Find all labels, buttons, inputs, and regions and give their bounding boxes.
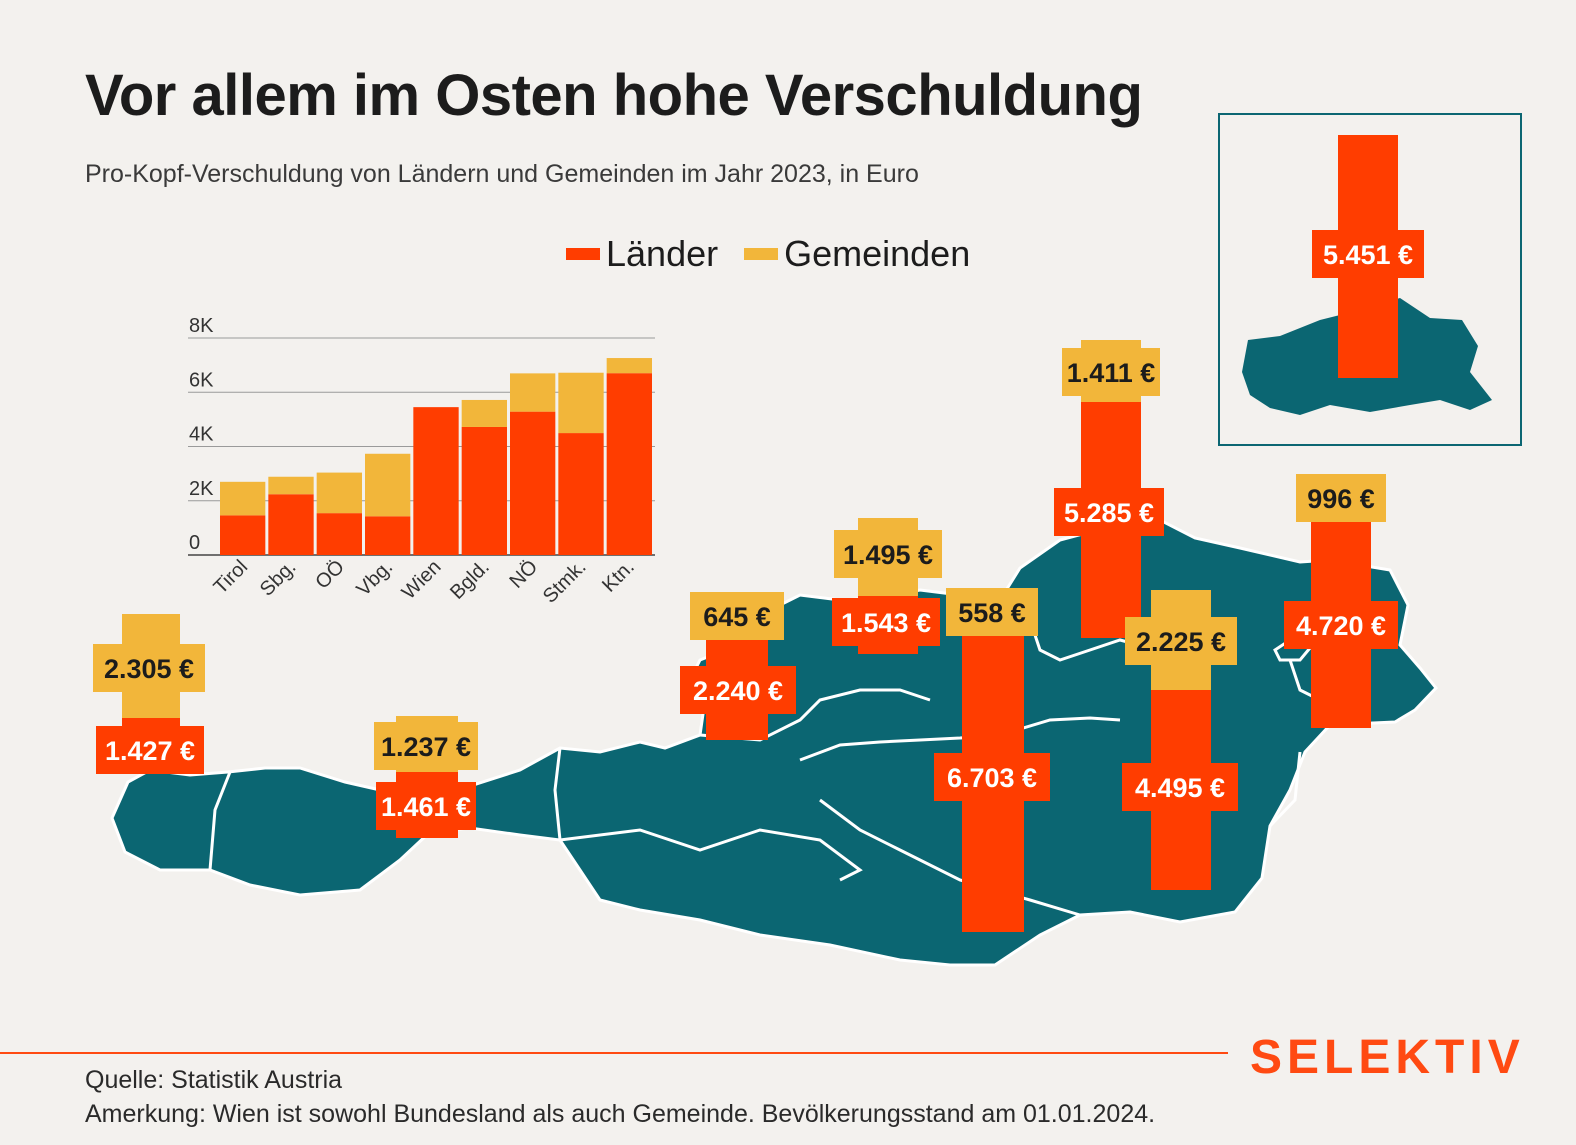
state-border-tirol-sbg [553, 747, 562, 841]
value-label-laender: 6.703 € [947, 763, 1037, 793]
value-box-gemeinden [374, 722, 478, 770]
value-label-laender: 1.427 € [105, 736, 195, 766]
value-label-laender: 1.461 € [381, 792, 471, 822]
x-tick-label: Bgld. [446, 556, 494, 604]
legend-label-laender: Länder [606, 233, 719, 274]
legend-label-gemeinden: Gemeinden [784, 233, 971, 274]
state-border-ooe-stmk [799, 716, 1121, 762]
bar-laender [268, 494, 314, 555]
value-label-gemeinden: 1.411 € [1067, 358, 1156, 388]
value-box-laender [832, 598, 940, 646]
y-tick-label: 4K [189, 424, 214, 446]
brand-logo: SELEKTIV [1250, 1031, 1525, 1084]
value-label-laender: 5.285 € [1064, 498, 1154, 528]
bar-gemeinden [316, 472, 362, 514]
bar-laender [365, 516, 411, 555]
bar-laender [220, 515, 266, 555]
bar-gemeinden [268, 476, 314, 495]
bar-laender [413, 407, 459, 555]
bar-laender [510, 411, 556, 555]
y-tick-label: 2K [189, 478, 214, 500]
x-tick-label: OÖ [311, 556, 349, 594]
y-tick-label: 8K [189, 315, 214, 337]
footer-divider [0, 1052, 1228, 1054]
value-box-gemeinden [1125, 617, 1237, 665]
legend-item-laender: Länder [566, 233, 718, 275]
value-box-laender [1312, 230, 1424, 278]
value-box-gemeinden [690, 592, 784, 640]
bar-gemeinden [606, 358, 652, 374]
bar-gemeinden [220, 481, 266, 516]
vienna-inset-frame [1218, 113, 1522, 446]
source-text: Quelle: Statistik Austria [85, 1066, 343, 1094]
bar-gemeinden [510, 373, 556, 412]
legend: Länder Gemeinden [566, 233, 996, 275]
value-box-laender [1284, 601, 1398, 649]
value-label-gemeinden: 2.305 € [104, 654, 194, 684]
value-box-gemeinden [93, 644, 205, 692]
value-box-gemeinden [834, 530, 942, 578]
page-title: Vor allem im Osten hohe Verschuldung [85, 63, 1143, 128]
value-box-laender [1054, 488, 1164, 536]
value-box-gemeinden [1296, 474, 1386, 522]
value-label-gemeinden: 558 € [958, 598, 1026, 628]
x-tick-label: Vbg. [353, 556, 398, 601]
bar-laender [606, 373, 652, 555]
state-border-ktn-stmk [819, 798, 1081, 917]
value-label-gemeinden: 645 € [703, 602, 771, 632]
value-box-laender [680, 666, 796, 714]
note-text: Amerkung: Wien ist sowohl Bundesland als… [85, 1100, 1156, 1128]
value-label-laender: 5.451 € [1323, 240, 1413, 270]
value-box-gemeinden [946, 588, 1038, 636]
state-border-vbg-tirol [208, 771, 232, 871]
x-tick-label: Ktn. [598, 556, 639, 597]
value-box-gemeinden [1062, 348, 1160, 396]
value-label-gemeinden: 996 € [1307, 484, 1375, 514]
value-box-laender [934, 753, 1050, 801]
value-label-gemeinden: 1.237 € [381, 732, 471, 762]
x-tick-label: Wien [398, 556, 446, 604]
value-label-laender: 4.720 € [1296, 611, 1386, 641]
state-border-stmk-bgld [1268, 751, 1302, 828]
legend-swatch-gemeinden [744, 248, 779, 260]
value-label-laender: 1.543 € [841, 608, 931, 638]
y-tick-label: 6K [189, 369, 214, 391]
bar-laender [558, 433, 604, 555]
state-border-sbg-ktn [559, 828, 863, 882]
x-tick-label: Tirol [210, 556, 253, 599]
value-box-laender [376, 782, 476, 830]
value-label-laender: 2.240 € [693, 676, 783, 706]
value-label-gemeinden: 2.225 € [1136, 627, 1226, 657]
bar-laender [461, 426, 507, 555]
legend-item-gemeinden: Gemeinden [744, 233, 970, 275]
bar-laender [316, 513, 362, 555]
value-box-laender [96, 726, 204, 774]
value-box-laender [1122, 763, 1238, 811]
value-label-laender: 4.495 € [1135, 773, 1225, 803]
bar-gemeinden [461, 399, 507, 427]
x-tick-label: Sbg. [256, 556, 301, 601]
value-label-gemeinden: 1.495 € [843, 540, 933, 570]
x-tick-label: Stmk. [539, 556, 591, 608]
legend-swatch-laender [566, 248, 600, 260]
bar-gemeinden [365, 453, 411, 517]
y-tick-label: 0 [189, 532, 200, 554]
bar-gemeinden [558, 372, 604, 434]
page-subtitle: Pro-Kopf-Verschuldung von Ländern und Ge… [85, 160, 919, 188]
x-tick-label: NÖ [505, 556, 542, 593]
